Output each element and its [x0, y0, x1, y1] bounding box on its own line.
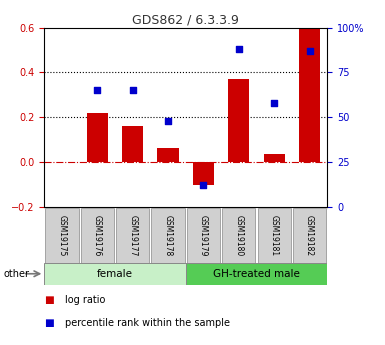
Bar — [193, 162, 214, 185]
Bar — [151, 208, 185, 263]
Text: GSM19177: GSM19177 — [128, 215, 137, 256]
Text: ■: ■ — [44, 295, 54, 305]
Point — [200, 183, 206, 188]
Bar — [81, 208, 114, 263]
Bar — [299, 28, 320, 162]
Bar — [157, 148, 179, 162]
Bar — [293, 208, 326, 263]
Text: GH-treated male: GH-treated male — [213, 269, 300, 279]
Text: GSM19182: GSM19182 — [305, 215, 314, 256]
Text: GSM19175: GSM19175 — [57, 215, 67, 256]
Bar — [264, 154, 285, 162]
Bar — [44, 263, 186, 285]
Text: GSM19180: GSM19180 — [234, 215, 243, 256]
Bar — [228, 79, 249, 162]
Text: percentile rank within the sample: percentile rank within the sample — [65, 318, 231, 327]
Bar — [87, 113, 108, 162]
Text: log ratio: log ratio — [65, 295, 106, 305]
Text: ■: ■ — [44, 318, 54, 327]
Point — [271, 100, 277, 106]
Point — [94, 88, 100, 93]
Text: GSM19176: GSM19176 — [93, 215, 102, 256]
Bar — [116, 208, 149, 263]
Title: GDS862 / 6.3.3.9: GDS862 / 6.3.3.9 — [132, 13, 239, 27]
Bar — [122, 126, 143, 162]
Bar — [222, 208, 255, 263]
Text: GSM19178: GSM19178 — [164, 215, 172, 256]
Point — [130, 88, 136, 93]
Bar — [186, 263, 327, 285]
Text: GSM19181: GSM19181 — [270, 215, 279, 256]
Text: GSM19179: GSM19179 — [199, 215, 208, 256]
Point — [306, 48, 313, 54]
Point — [165, 118, 171, 124]
Text: female: female — [97, 269, 133, 279]
Bar — [258, 208, 291, 263]
Point — [236, 46, 242, 52]
Text: other: other — [3, 269, 29, 279]
Bar — [45, 208, 79, 263]
Bar — [187, 208, 220, 263]
